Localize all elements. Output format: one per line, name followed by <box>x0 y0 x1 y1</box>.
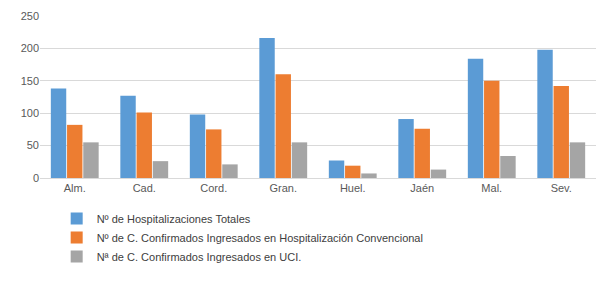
svg-text:100: 100 <box>21 107 39 119</box>
svg-text:Nº de C. Confirmados Ingresado: Nº de C. Confirmados Ingresados en Hospi… <box>97 232 423 244</box>
svg-text:Nª de C. Confirmados Ingresado: Nª de C. Confirmados Ingresados en UCI. <box>97 251 302 263</box>
svg-text:150: 150 <box>21 75 39 87</box>
svg-text:Gran.: Gran. <box>269 182 297 194</box>
svg-text:Nº de Hospitalizaciones Totale: Nº de Hospitalizaciones Totales <box>97 213 251 225</box>
svg-text:Sev.: Sev. <box>551 182 572 194</box>
svg-text:250: 250 <box>21 10 39 22</box>
svg-text:Jaén: Jaén <box>410 182 434 194</box>
svg-text:0: 0 <box>33 172 39 184</box>
svg-text:Mal.: Mal. <box>481 182 502 194</box>
svg-text:Cord.: Cord. <box>200 182 227 194</box>
svg-text:200: 200 <box>21 42 39 54</box>
svg-text:50: 50 <box>27 139 39 151</box>
svg-text:Huel.: Huel. <box>340 182 366 194</box>
svg-text:Cad.: Cad. <box>133 182 156 194</box>
svg-text:Alm.: Alm. <box>64 182 86 194</box>
